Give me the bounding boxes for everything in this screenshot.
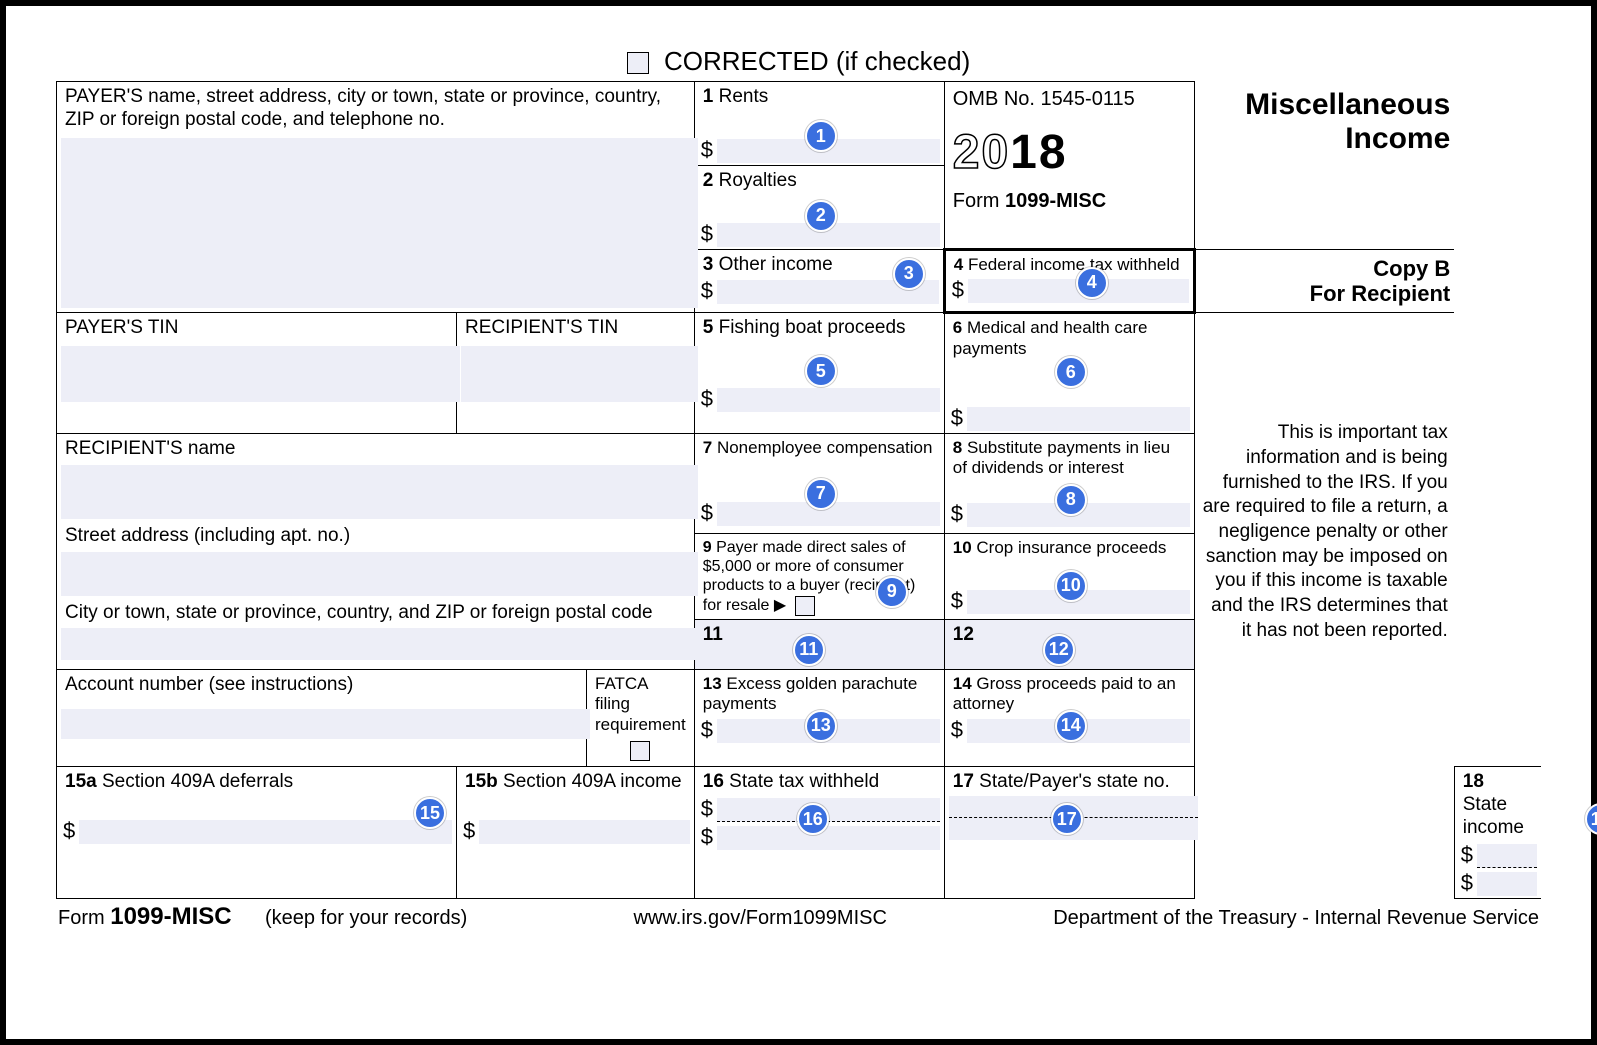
payer-tin-cell: PAYER'S TIN [57,313,457,434]
box-10: 10 Crop insurance proceeds $ 10 [944,533,1194,619]
badge-4: 4 [1076,267,1108,299]
title-cell: Miscellaneous Income [1194,82,1454,250]
badge-5: 5 [805,355,837,387]
account-fill[interactable] [61,709,590,739]
footer-url: www.irs.gov/Form1099MISC [634,907,887,930]
corrected-checkbox[interactable] [627,52,649,74]
box5-amount[interactable] [717,388,940,412]
copy-b-cell: Copy B For Recipient [1194,249,1454,313]
payer-name-cell: PAYER'S name, street address, city or to… [57,82,695,313]
badge-6: 6 [1055,356,1087,388]
badge-13: 13 [805,710,837,742]
recipient-tin-fill[interactable] [461,346,698,402]
box-6: 6 Medical and health care payments $ 6 [944,313,1194,434]
box6-amount[interactable] [967,407,1190,431]
box-15b: 15b Section 409A income $ [457,767,695,898]
omb-number: OMB No. 1545-0115 [953,88,1186,111]
box-11: 11 11 [694,619,944,669]
box-4: 4 Federal income tax withheld $ 4 [944,249,1194,313]
box-2: 2 Royalties $ 2 [694,165,944,249]
box18-amount-2[interactable] [1477,872,1537,896]
payer-tin-fill[interactable] [61,346,460,402]
badge-16: 16 [797,803,829,835]
recipient-name-fill[interactable] [61,465,698,519]
box15b-amount[interactable] [479,820,690,844]
recipient-street-fill[interactable] [61,552,698,596]
form-table: PAYER'S name, street address, city or to… [56,81,1541,899]
badge-2: 2 [805,200,837,232]
box15a-amount[interactable] [79,820,452,844]
fatca-cell: FATCA filing requirement [587,669,695,766]
box-5: 5 Fishing boat proceeds $ 5 [694,313,944,434]
badge-18: 18 [1585,803,1597,835]
box-14: 14 Gross proceeds paid to an attorney $ … [944,669,1194,766]
account-number-cell: Account number (see instructions) [57,669,587,766]
recipient-tin-cell: RECIPIENT'S TIN [457,313,695,434]
box16-amount-2[interactable] [717,826,940,850]
badge-14: 14 [1055,710,1087,742]
corrected-label: CORRECTED (if checked) [664,46,970,76]
fatca-checkbox[interactable] [630,741,650,761]
footer-dept: Department of the Treasury - Internal Re… [1053,907,1539,930]
box-1: 1 Rents $ 1 [694,82,944,166]
badge-7: 7 [805,478,837,510]
badge-17: 17 [1051,803,1083,835]
badge-1: 1 [805,120,837,152]
box-8: 8 Substitute payments in lieu of dividen… [944,433,1194,533]
badge-9: 9 [876,576,908,608]
box-12: 12 12 [944,619,1194,669]
badge-15: 15 [414,797,446,829]
payer-name-label: PAYER'S name, street address, city or to… [57,82,694,134]
corrected-row: CORRECTED (if checked) [56,46,1541,77]
form-1099-misc: CORRECTED (if checked) PAYER'S name, str… [0,0,1597,1045]
badge-11: 11 [793,634,825,666]
badge-3: 3 [893,258,925,290]
box-9: 9 Payer made direct sales of $5,000 or m… [694,533,944,619]
badge-12: 12 [1043,634,1075,666]
box-13: 13 Excess golden parachute payments $ 13 [694,669,944,766]
recipient-address-block: RECIPIENT'S name Street address (includi… [57,433,695,669]
box18-amount-1[interactable] [1477,844,1537,868]
notice-cell: This is important tax information and is… [1194,313,1454,898]
omb-year-cell: OMB No. 1545-0115 2018 Form 1099-MISC [944,82,1194,250]
footer: Form 1099-MISC (keep for your records) w… [56,899,1541,931]
recipient-city-fill[interactable] [61,628,698,660]
box-7: 7 Nonemployee compensation $ 7 [694,433,944,533]
badge-10: 10 [1055,570,1087,602]
box-16: 16 State tax withheld $ $ 16 [694,767,944,898]
box-18: 18 State income $ $ 18 [1454,767,1541,898]
box-3: 3 Other income $ 3 [694,249,944,313]
payer-name-fill[interactable] [61,138,698,308]
box9-checkbox[interactable] [795,596,815,616]
box-15a: 15a Section 409A deferrals $ 15 [57,767,457,898]
box-17: 17 State/Payer's state no. 17 [944,767,1194,898]
badge-8: 8 [1055,484,1087,516]
